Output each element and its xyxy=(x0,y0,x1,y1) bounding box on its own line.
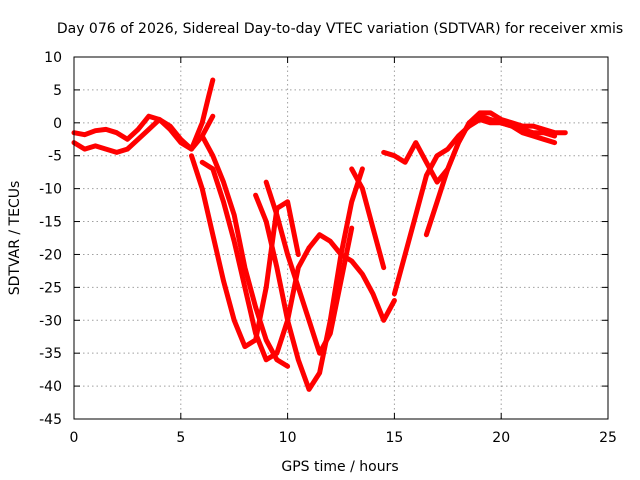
chart-title: Day 076 of 2026, Sidereal Day-to-day VTE… xyxy=(57,21,623,37)
series-sat-c xyxy=(189,153,301,350)
y-tick-label: -30 xyxy=(39,313,62,329)
series-sat-l xyxy=(349,166,387,271)
grid-lines xyxy=(74,57,608,419)
y-tick-label: -20 xyxy=(39,247,62,263)
y-tick-label: 10 xyxy=(44,50,62,66)
series-sat-b xyxy=(71,113,216,155)
x-tick-label: 15 xyxy=(385,430,403,446)
y-tick-label: -35 xyxy=(39,346,62,362)
y-tick-label: 0 xyxy=(53,116,62,132)
x-axis-label: GPS time / hours xyxy=(281,459,398,475)
x-tick-label: 20 xyxy=(492,430,510,446)
tick-labels: 0 5 10 15 20 25 10 5 0 -5 -10 -15 -20 -25 -30 -35 -40 -45 xyxy=(39,50,617,446)
plot-frame xyxy=(73,56,609,420)
y-tick-label: -5 xyxy=(48,149,62,165)
x-tick-label: 10 xyxy=(279,430,297,446)
series-sat-j xyxy=(391,117,558,297)
series-sat-d xyxy=(199,159,312,363)
y-tick-label: -40 xyxy=(39,379,62,395)
x-tick-label: 5 xyxy=(176,430,185,446)
y-axis-label: SDTVAR / TECUs xyxy=(7,181,23,296)
series-sat-f xyxy=(253,166,365,392)
series-sat-a xyxy=(71,77,216,152)
series-sat-e xyxy=(199,133,291,369)
x-tick-label: 25 xyxy=(599,430,617,446)
x-tick-label: 0 xyxy=(70,430,79,446)
data-series xyxy=(71,77,568,392)
series-sat-k xyxy=(423,113,558,238)
y-tick-label: 5 xyxy=(53,83,62,99)
y-tick-label: -10 xyxy=(39,182,62,198)
y-tick-label: -15 xyxy=(39,215,62,231)
axis-ticks xyxy=(73,56,609,420)
y-tick-label: -45 xyxy=(39,412,62,428)
y-tick-label: -25 xyxy=(39,280,62,296)
series-sat-h xyxy=(306,232,397,323)
series-sat-g xyxy=(263,179,355,356)
